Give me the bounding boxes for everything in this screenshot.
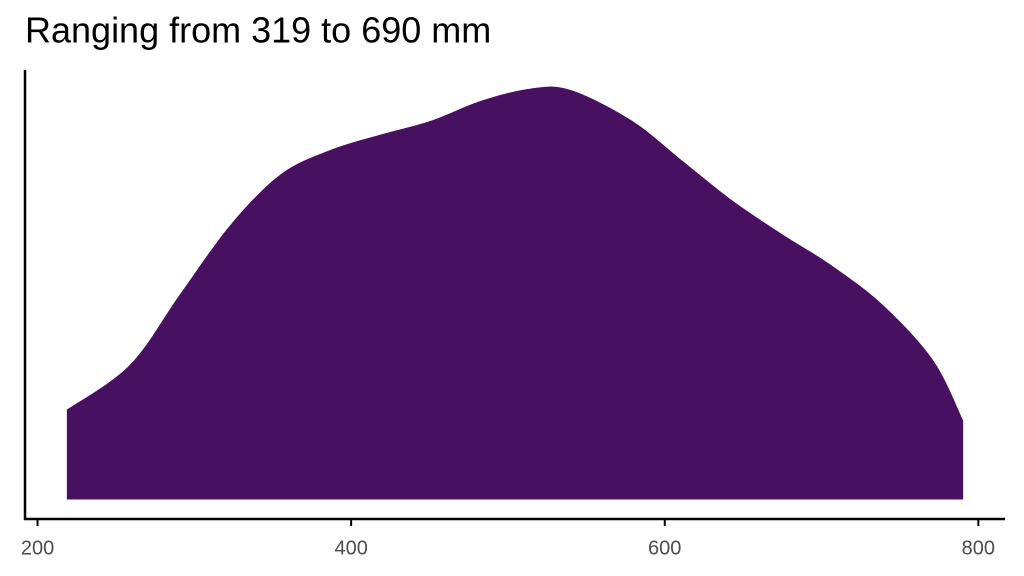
- x-tick-label: 400: [334, 537, 367, 559]
- chart-title: Ranging from 319 to 690 mm: [25, 10, 491, 51]
- density-area: [66, 86, 964, 500]
- x-tick-label: 800: [962, 537, 995, 559]
- x-tick-label: 200: [21, 537, 54, 559]
- x-tick-label: 600: [648, 537, 681, 559]
